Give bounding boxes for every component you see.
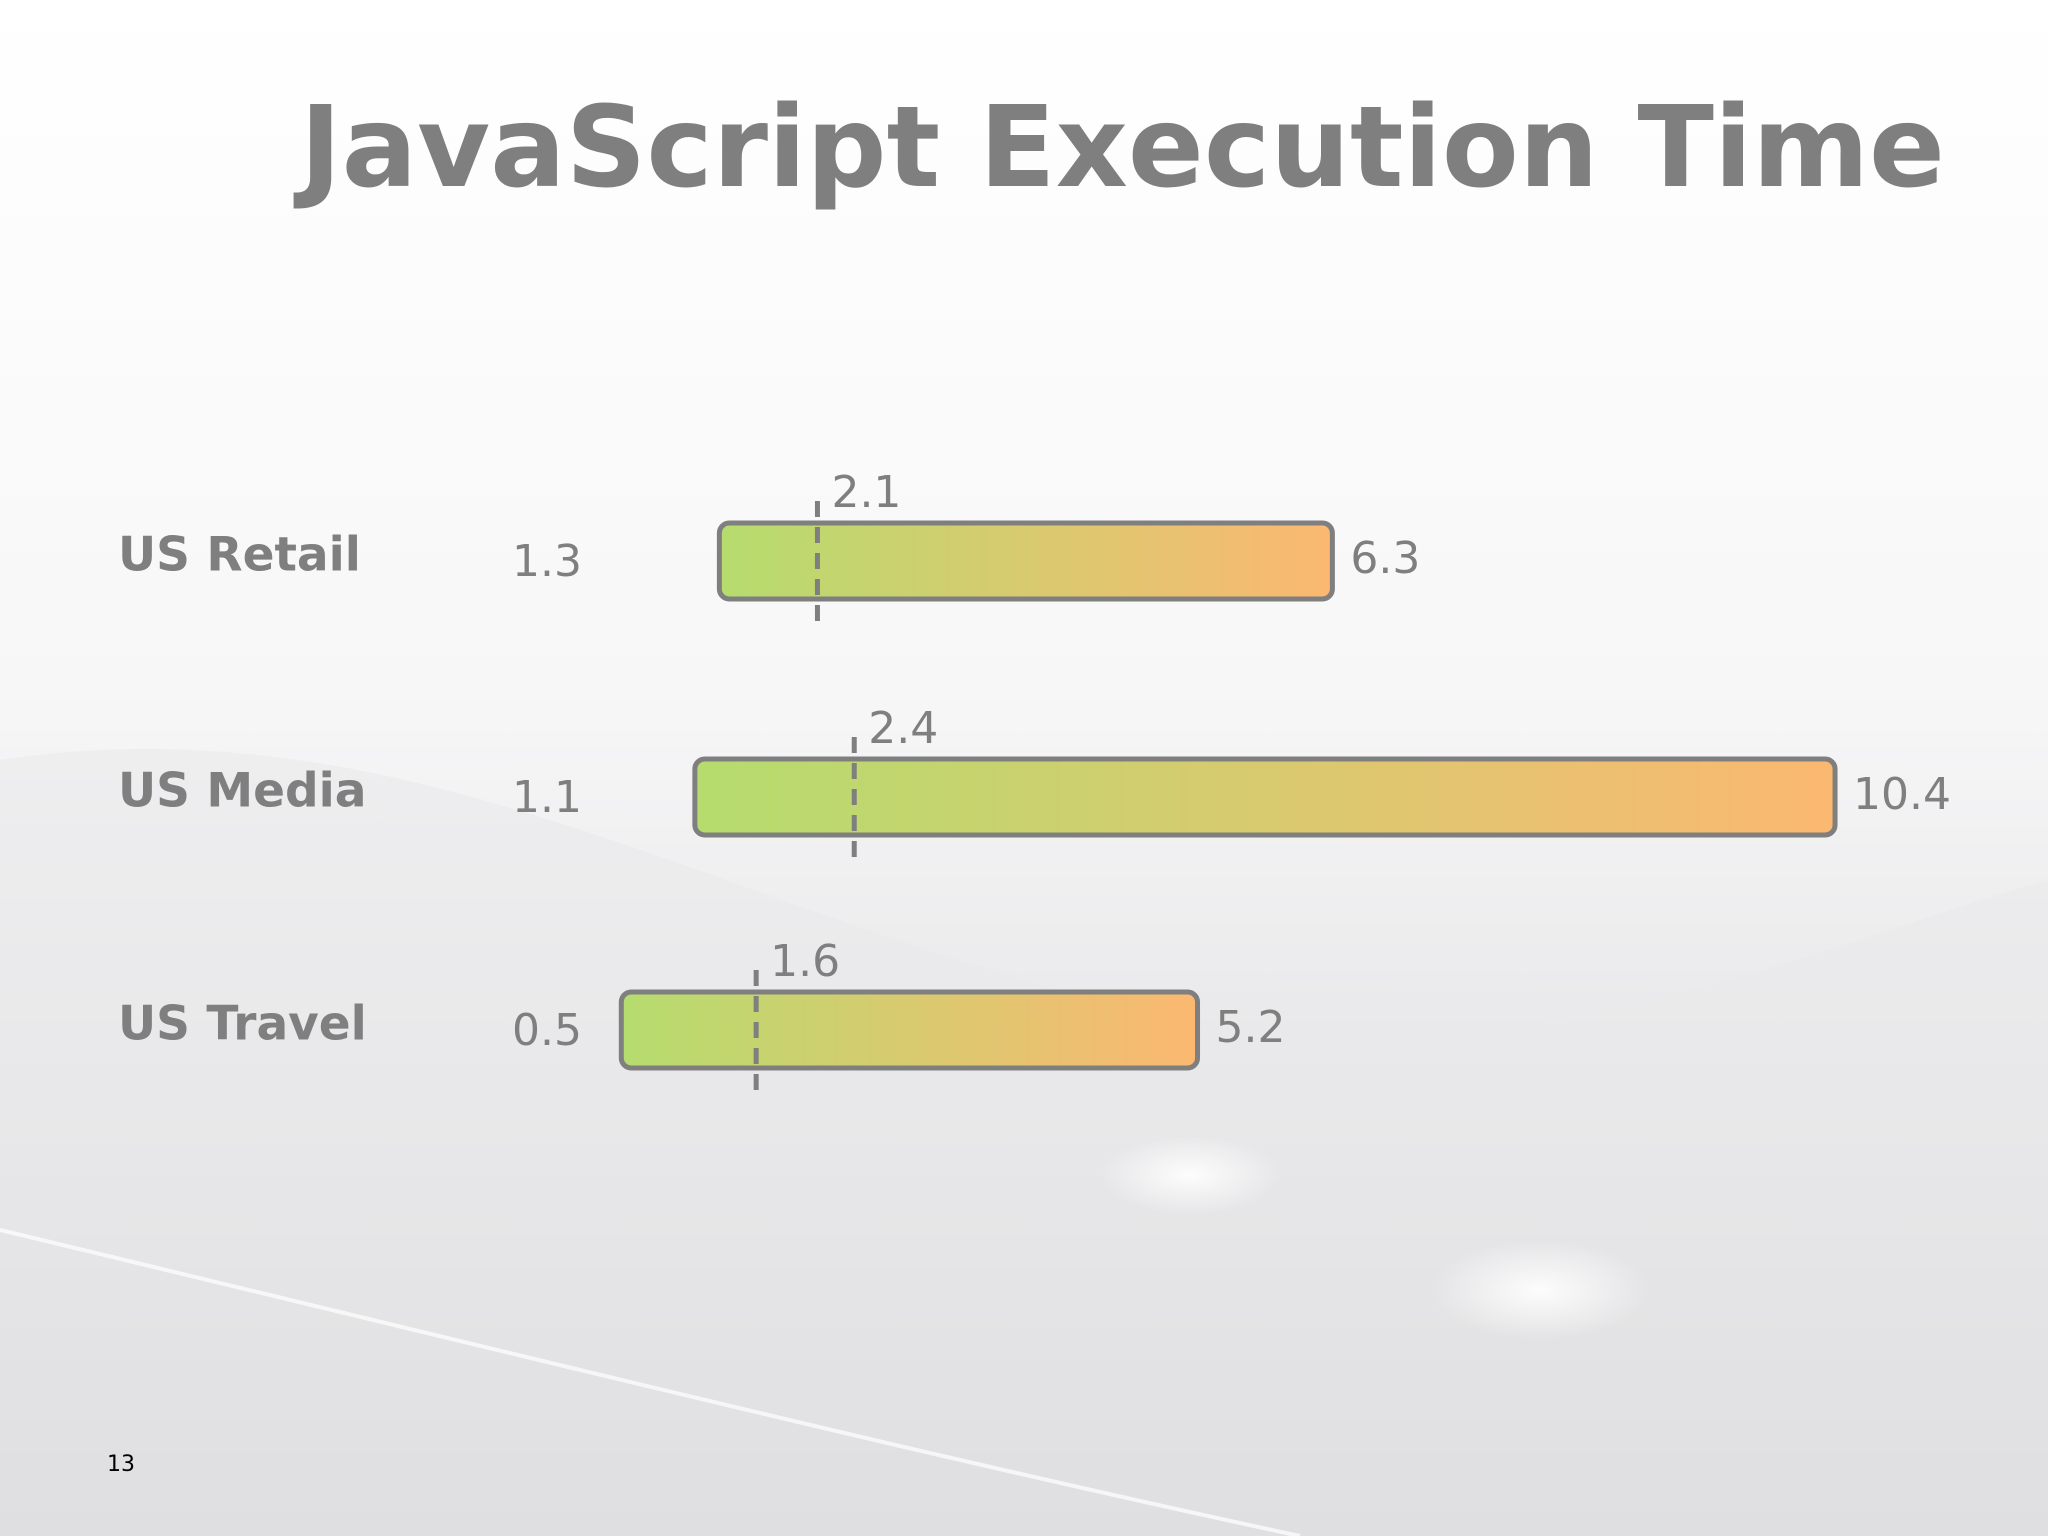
chart-title: JavaScript Execution Time — [293, 83, 1945, 213]
high-label: 6.3 — [1350, 533, 1420, 584]
background-glow — [1430, 1240, 1650, 1340]
background-glow — [1100, 1135, 1280, 1215]
category-label: US Retail — [118, 528, 361, 583]
range-bar — [618, 989, 1201, 1071]
median-label: 1.6 — [770, 936, 840, 987]
high-label: 5.2 — [1216, 1002, 1286, 1053]
range-bar — [716, 520, 1335, 602]
category-label: US Travel — [118, 997, 367, 1052]
low-label: 0.5 — [512, 1005, 582, 1056]
page-number: 13 — [107, 1452, 135, 1477]
low-label: 1.3 — [512, 536, 582, 587]
background-streak — [0, 1228, 1301, 1536]
median-label: 2.1 — [831, 467, 901, 518]
median-label: 2.4 — [868, 703, 938, 754]
range-bar — [692, 756, 1838, 838]
low-label: 1.1 — [512, 772, 582, 823]
category-label: US Media — [118, 764, 367, 819]
high-label: 10.4 — [1853, 769, 1951, 820]
